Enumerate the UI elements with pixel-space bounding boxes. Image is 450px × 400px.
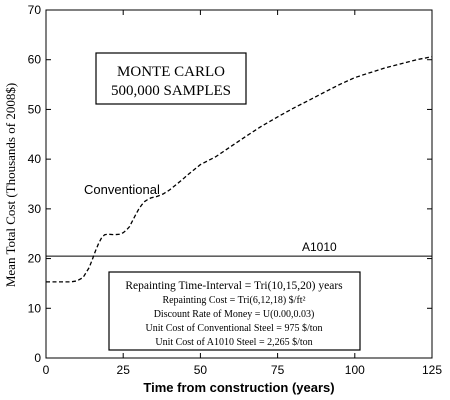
title-box-line-2: 500,000 SAMPLES (111, 83, 231, 99)
x-tick-label: 75 (271, 363, 285, 377)
y-tick-label: 30 (28, 202, 42, 216)
y-tick-label: 10 (28, 301, 42, 315)
info-box (108, 271, 361, 351)
x-tick-label: 0 (43, 363, 50, 377)
title-box-line-1: MONTE CARLO (117, 64, 225, 80)
plot-frame (45, 9, 433, 359)
y-axis-label: Mean Total Cost (Thousands of 2008$) (3, 83, 18, 287)
x-tick-label: 125 (422, 363, 442, 377)
x-tick-label: 100 (345, 363, 365, 377)
x-tick-label: 25 (117, 363, 131, 377)
info-line-1: Repainting Time-Interval = Tri(10,15,20)… (125, 280, 343, 292)
series-line-conventional (46, 56, 433, 283)
info-line-4: Unit Cost of Conventional Steel = 975 $/… (145, 323, 322, 334)
y-tick-label: 0 (34, 351, 41, 365)
y-tick-label: 60 (28, 53, 42, 67)
title-box (95, 52, 247, 105)
info-line-2: Repainting Cost = Tri(6,12,18) $/ft² (162, 295, 305, 306)
x-axis-label: Time from construction (years) (143, 380, 334, 395)
series-label-a1010: A1010 (302, 240, 337, 254)
info-line-5: Unit Cost of A1010 Steel = 2,265 $/ton (155, 337, 312, 348)
x-tick-label: 50 (194, 363, 208, 377)
x-axis: 0 25 50 75 100 125 (43, 10, 442, 377)
series-label-conventional: Conventional (84, 182, 160, 197)
y-tick-label: 40 (28, 152, 42, 166)
y-tick-label: 50 (28, 102, 42, 116)
info-line-3: Discount Rate of Money = U(0.00,0.03) (154, 309, 315, 320)
series-layer (46, 56, 433, 283)
y-tick-label: 20 (28, 252, 42, 266)
y-tick-label: 70 (28, 3, 42, 17)
y-axis: 0 10 20 30 40 50 60 70 (28, 3, 432, 365)
